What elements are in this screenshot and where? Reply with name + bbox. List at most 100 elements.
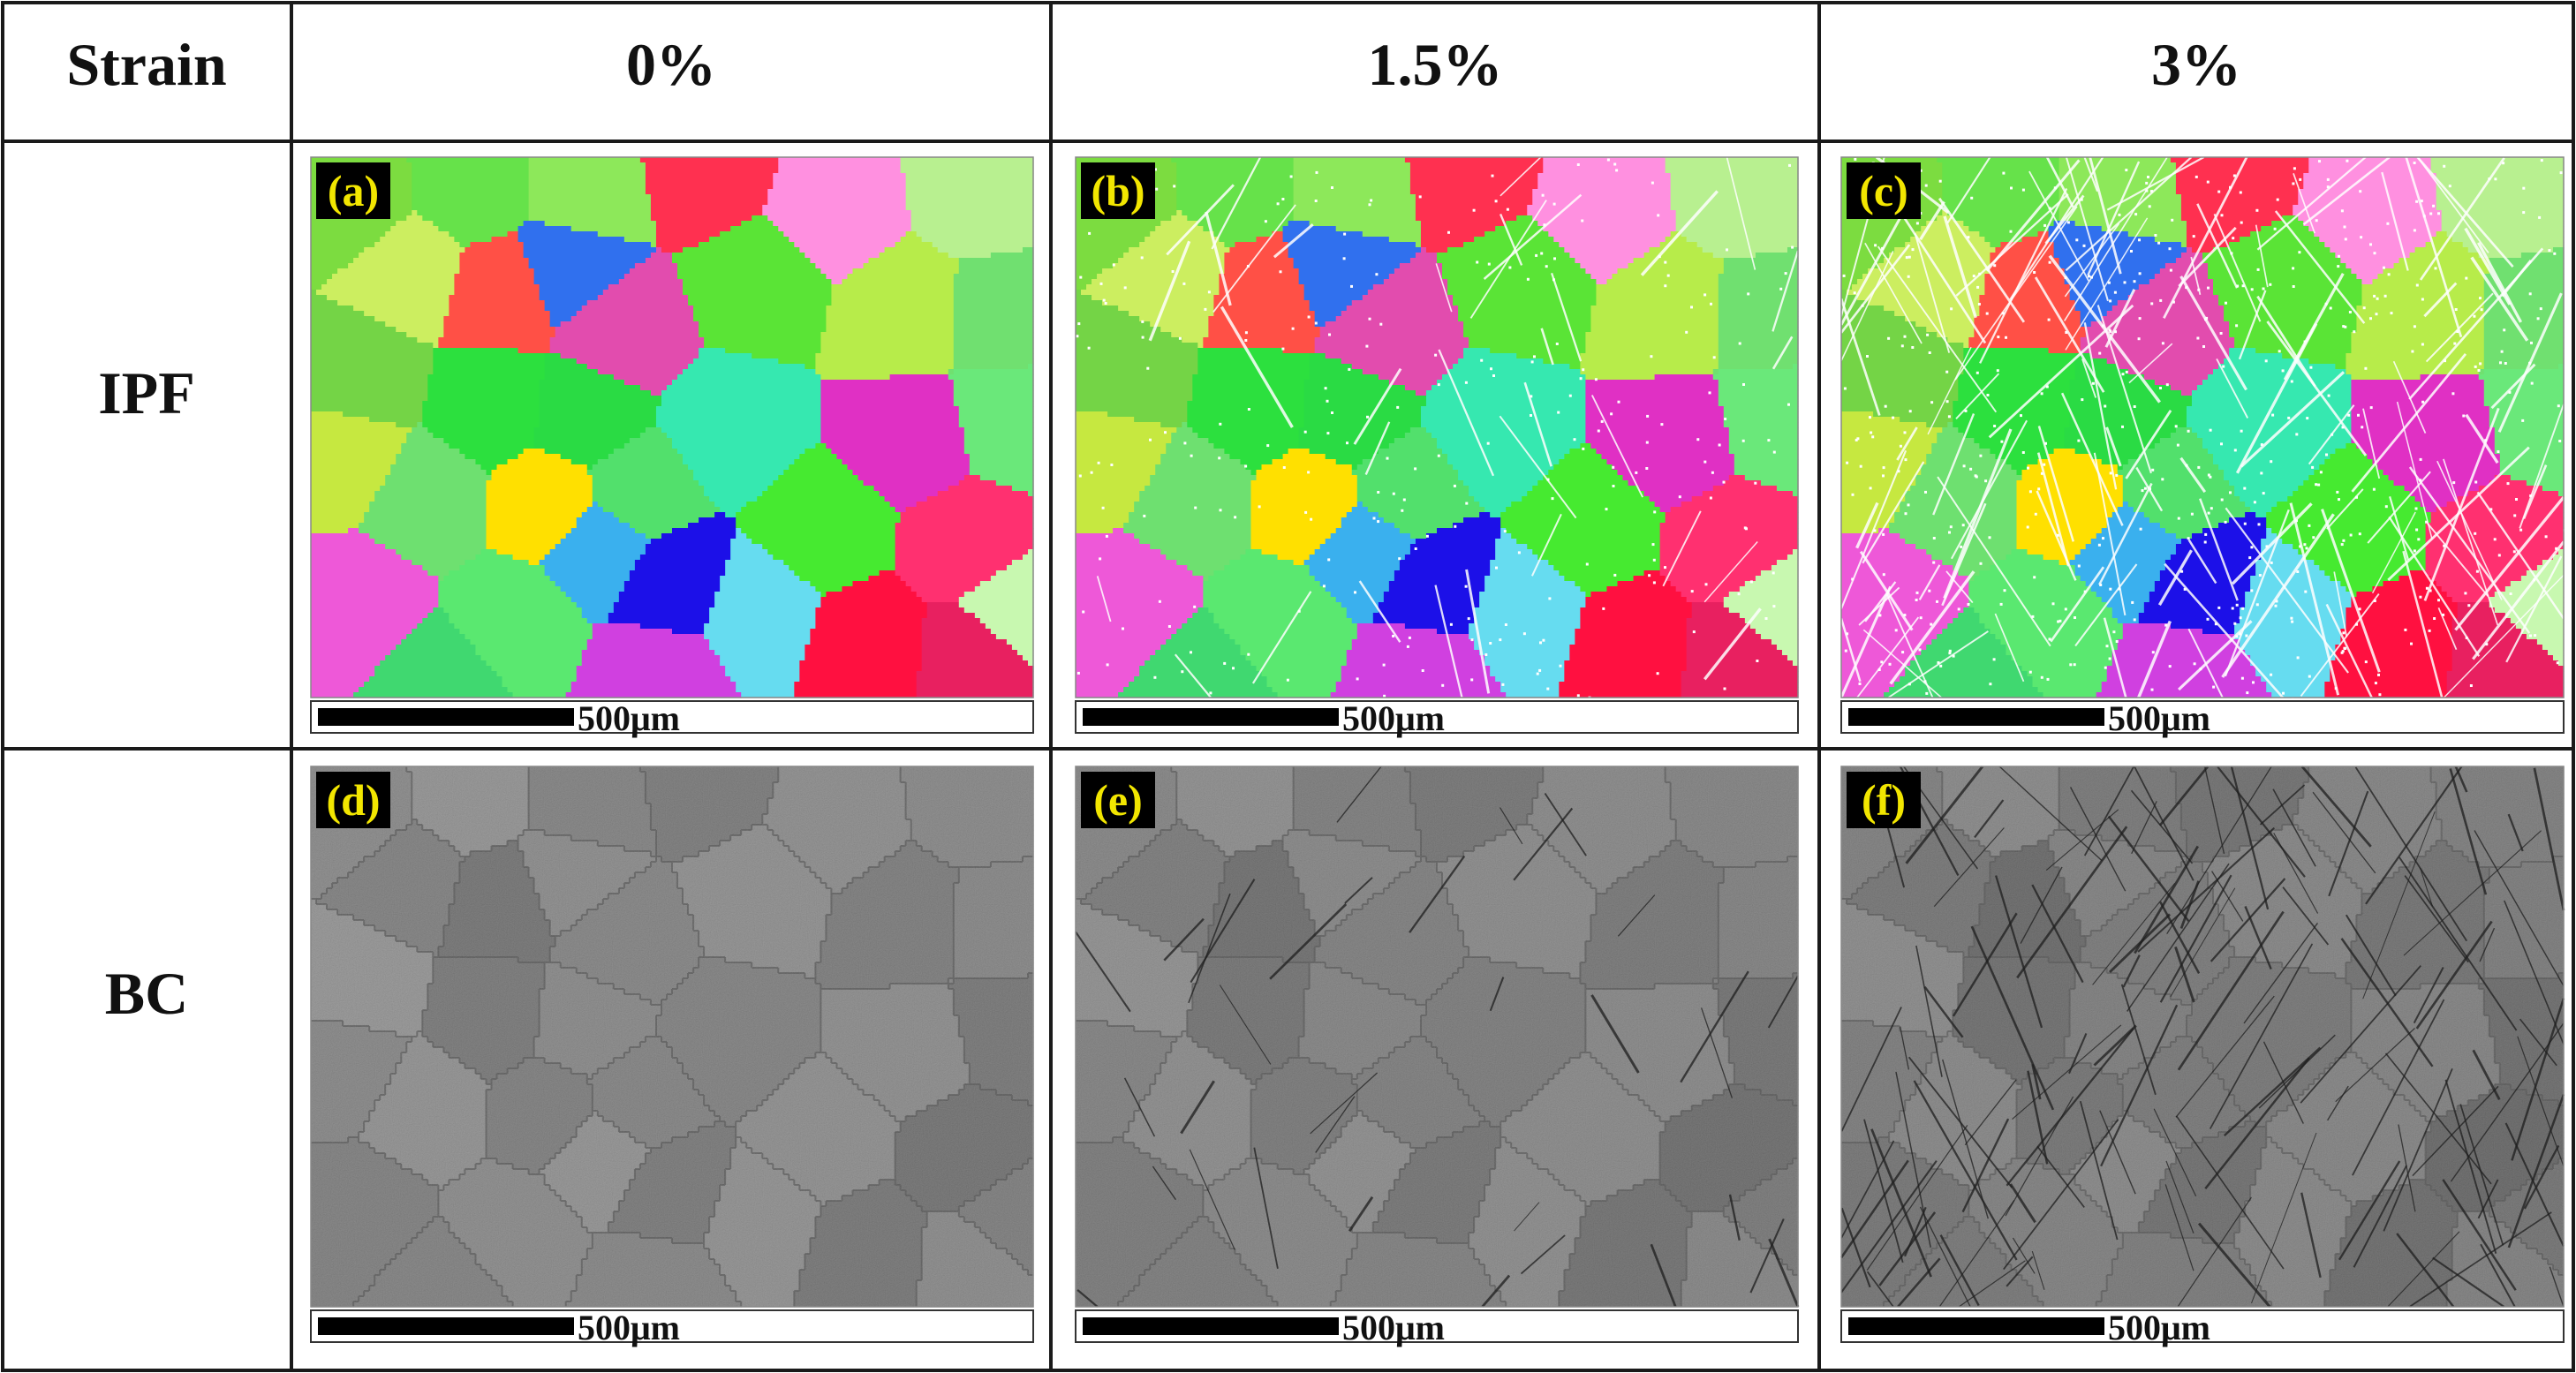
speckle (2108, 657, 2111, 660)
grain-cell (1076, 279, 1092, 285)
speckle (2026, 525, 2029, 529)
grain-cell (475, 650, 583, 656)
speckle (1331, 186, 1333, 189)
speckle (1919, 169, 1923, 172)
grain-cell (523, 253, 652, 259)
grain-cell (374, 316, 444, 322)
grain-cell (1123, 253, 1226, 259)
grain-cell (1500, 687, 1560, 693)
grain-cell (2351, 374, 2421, 381)
grain-cell (2420, 502, 2448, 508)
grain-cell (1288, 247, 1422, 253)
grain-cell (433, 353, 546, 359)
speckle (1158, 600, 1161, 603)
speckle (1530, 360, 1534, 364)
grain-cell (321, 284, 455, 290)
grain-cell (496, 671, 578, 677)
grain-cell (1841, 539, 1906, 545)
grain-cell (523, 247, 657, 253)
grain-cell (1915, 480, 2018, 487)
grain-cell (1931, 639, 2002, 645)
grain-cell (1415, 215, 1517, 222)
grain-cell (2180, 539, 2262, 545)
grain-cell (412, 162, 530, 169)
grain-cell (449, 570, 546, 577)
grain-cell (916, 676, 1034, 683)
grain-cell (1076, 528, 1114, 534)
speckle (1652, 558, 1656, 562)
grain-cell (2494, 449, 2565, 455)
bc-map-panel: 500μm(e) (1075, 766, 1800, 1347)
grain-cell (1118, 306, 1214, 312)
grain-cell (1160, 549, 1247, 555)
grain-cell (2159, 576, 2251, 582)
grain-cell (2240, 639, 2341, 645)
speckle (1869, 487, 1872, 490)
speckle (1594, 378, 1598, 381)
grain-cell (1910, 660, 2018, 667)
grain-cell (1076, 607, 1198, 614)
speckle (1153, 675, 1157, 679)
grain-cell (1309, 449, 1379, 455)
grain-cell (1543, 226, 1677, 232)
grain-cell (2208, 449, 2336, 455)
grain-cell (2250, 507, 2272, 513)
grain-cell (895, 539, 1034, 545)
grain-cell (1076, 401, 1188, 407)
grain-cell (2425, 570, 2527, 577)
grain-cell (470, 242, 525, 248)
speckle (2143, 487, 2147, 490)
grain-cell (2186, 406, 2353, 412)
grain-cell (1420, 221, 1507, 227)
grain-cell (1878, 528, 1890, 534)
grain-cell (1585, 268, 1619, 275)
grain-cell (1968, 586, 2092, 592)
slip-trace (1839, 585, 1892, 698)
grain-cell (422, 406, 540, 412)
grain-cell (1979, 613, 2113, 619)
speckle (1597, 429, 1600, 433)
grain-cell (767, 215, 912, 222)
speckle (2519, 528, 2523, 532)
speckle (1470, 678, 1474, 682)
grain-cell (2175, 184, 2304, 190)
grain-cell (1569, 253, 1645, 259)
grain-cell (1314, 316, 1337, 322)
speckle (2048, 637, 2051, 641)
grain-cell (1953, 215, 2060, 222)
speckle (1348, 367, 1351, 371)
grain-cell (842, 459, 971, 465)
panel-tag-bg (1081, 162, 1155, 219)
grain-cell (1176, 210, 1182, 216)
speckle (2383, 266, 2385, 269)
grain-cell (714, 512, 726, 518)
speckle (2207, 286, 2210, 290)
speckle (2134, 213, 2138, 216)
grain-cell (1139, 242, 1226, 248)
slip-trace (2096, 305, 2152, 474)
speckle (2473, 314, 2476, 318)
speckle (1635, 471, 1638, 474)
grain-cell (1585, 602, 1693, 608)
speckle (1606, 158, 1610, 162)
speckle (2115, 640, 2119, 643)
grain-cell (2032, 682, 2103, 688)
grain-cell (794, 570, 880, 577)
speckle (2206, 180, 2210, 184)
grain-cell (2159, 570, 2256, 577)
grain-cell (613, 449, 678, 455)
speckle (2232, 237, 2235, 240)
speckle (2209, 475, 2212, 479)
grain-cell (539, 396, 662, 402)
grain-cell (953, 311, 1034, 317)
grain-cell (2303, 173, 2437, 179)
speckle (2454, 308, 2458, 311)
slip-trace (1434, 585, 1463, 698)
grain-cell (2351, 438, 2496, 444)
grain-cell (433, 369, 546, 375)
grain-cell (2101, 528, 2166, 534)
grain-cell (623, 443, 673, 449)
slip-trace (1500, 156, 1542, 197)
grain-cell (1303, 290, 1369, 296)
grain-cell (1718, 369, 1799, 375)
